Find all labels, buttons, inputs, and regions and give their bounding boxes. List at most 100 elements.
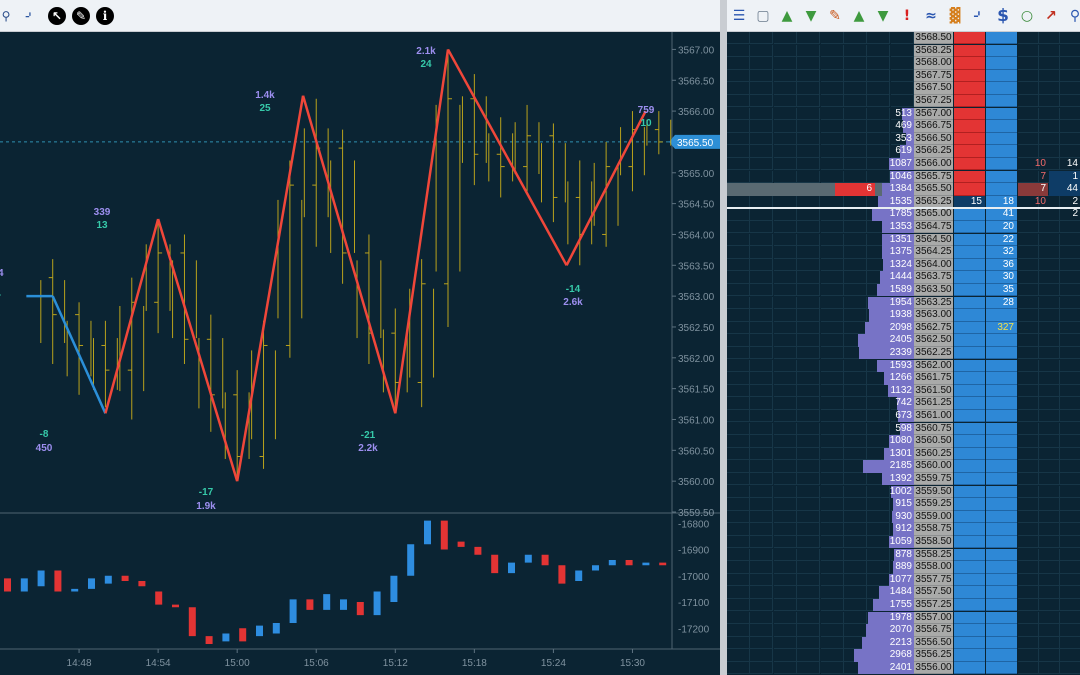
chart-panel[interactable]: ⚲ ⌏ ↖ ✎ i 3567.003566.503566.003565.5035… [0,0,720,675]
panel-splitter[interactable] [720,0,727,675]
ladder-row[interactable]: 3567.25 [727,95,1080,108]
ladder-row[interactable]: 930 3559.00 [727,510,1080,524]
ladder-row[interactable]: 513 3567.00 [727,107,1080,121]
grid-cell [1039,636,1060,650]
ladder-row[interactable]: 2401 3556.00 [727,662,1080,675]
bars-icon[interactable]: ▓ [949,8,961,24]
ladder-row[interactable]: 3568.50 [727,32,1080,45]
ladder-row[interactable]: 742 3561.25 [727,397,1080,410]
chat-icon[interactable]: ○ [1020,8,1034,24]
ladder-row[interactable]: 3568.00 [727,57,1080,70]
ladder-row[interactable]: 912 3558.75 [727,523,1080,536]
ladder-row[interactable]: 1755 3557.25 [727,599,1080,612]
grid-cell [844,120,867,133]
grid-cell [1018,410,1039,423]
wrench-icon[interactable]: ⌏ [973,8,985,24]
grid-cell [820,485,844,498]
pencil-icon[interactable]: ✎ [72,7,90,25]
ladder-row[interactable]: 469 3566.75 [727,120,1080,133]
volume-bar [899,145,914,158]
ladder-row[interactable]: 1593 3562.00 [727,359,1080,373]
grid-cell [1039,410,1060,423]
grid-cell [727,624,750,637]
bid-cell [986,132,1017,146]
ladder-row[interactable]: 1351 3564.50 22 [727,233,1080,247]
ladder-row[interactable]: 1059 3558.50 [727,536,1080,549]
ladder-row[interactable]: 1324 3564.00 36 [727,258,1080,272]
ladder-row[interactable]: 2405 3562.50 [727,334,1080,347]
swing-label-top: -8 [40,429,49,440]
ladder-row[interactable]: 1301 3560.25 [727,447,1080,461]
ladder-row[interactable]: 1589 3563.50 35 [727,284,1080,297]
trash-icon[interactable]: ▢ [756,8,770,24]
grid-cell [1060,158,1080,171]
ladder-row[interactable]: 1444 3563.75 30 [727,271,1080,284]
ladder-row[interactable]: 1938 3563.00 [727,309,1080,322]
volume-bar [878,195,914,209]
volume-bar [873,599,914,612]
plot-icon[interactable]: ↗ [1045,8,1057,24]
price-ladder[interactable]: 3568.50 3568.25 3568.00 3567.75 3567.50 3567.… [727,32,1080,675]
ladder-row[interactable]: 3567.75 [727,69,1080,83]
ladder-row[interactable]: 1002 3559.50 [727,485,1080,499]
ladder-row[interactable]: 353 3566.50 [727,132,1080,146]
grid-cell [890,57,914,70]
ladder-row[interactable]: 1087 3566.00 10 14 [727,158,1080,171]
ladder-row[interactable]: 1046 3565.75 7 1 [727,170,1080,184]
ladder-row[interactable]: 878 3558.25 [727,548,1080,562]
up-arrow-icon[interactable]: ▲ [853,8,865,24]
grid-cell [820,460,844,473]
ladder-row[interactable]: 2968 3556.25 [727,649,1080,662]
info-icon[interactable]: i [96,7,114,25]
search-icon[interactable]: ⚲ [1069,8,1080,24]
ladder-row[interactable]: 1535 3565.25 18 15 10 2 [727,195,1080,209]
down-arrow-icon[interactable]: ▼ [805,8,817,24]
grid-cell [797,561,821,574]
chart-icon[interactable]: ≈ [925,8,937,24]
ladder-row[interactable]: 1484 3557.50 [727,586,1080,599]
ladder-row[interactable]: 2185 3560.00 [727,460,1080,473]
ladder-row[interactable]: 673 3561.00 [727,410,1080,423]
ladder-row[interactable]: 1266 3561.75 [727,372,1080,385]
ladder-row[interactable]: 1954 3563.25 28 [727,296,1080,310]
ladder-row[interactable]: 1077 3557.75 [727,573,1080,587]
volume-value: 1351 [889,233,912,245]
ladder-row[interactable]: 1080 3560.50 [727,435,1080,448]
up-arrow-icon[interactable]: ▲ [781,8,793,24]
price-chart[interactable]: 3567.00 3566.50 3566.00 3565.50 3565.00 3564.… [0,32,720,675]
magnifier-icon[interactable]: ⚲ [1,9,11,23]
ladder-row[interactable]: 1978 3557.00 [727,611,1080,625]
ladder-row[interactable]: 2213 3556.50 [727,636,1080,650]
ladder-row[interactable]: 2339 3562.25 [727,347,1080,360]
dom-ladder-panel[interactable]: ☰ ▢ ▲ ▼ ✎ ▲ ▼ ! ≈ ▓ ⌏ $ ○ ↗ ⚲ 3568.50 356… [727,0,1080,675]
ladder-row[interactable]: 2098 3562.75 327 [727,321,1080,335]
delta-bar [4,578,11,592]
list-icon[interactable]: ☰ [732,8,746,24]
price-cell: 3567.25 [914,95,953,108]
ladder-row[interactable]: 2070 3556.75 [727,624,1080,637]
grid-cell [820,372,844,385]
ladder-row[interactable]: 915 3559.25 [727,498,1080,511]
ladder-row[interactable]: 598 3560.75 [727,422,1080,436]
ladder-row[interactable]: 1353 3564.75 20 [727,221,1080,234]
flatten-icon[interactable]: ✎ [829,8,841,24]
ask-cell-empty [954,284,985,297]
dollar-icon[interactable]: $ [997,6,1009,26]
ladder-row[interactable]: 1785 3565.00 41 2 [727,208,1080,221]
ladder-row[interactable]: 1392 3559.75 [727,473,1080,486]
down-arrow-icon[interactable]: ▼ [877,8,889,24]
grid-cell [1060,410,1080,423]
wrench-icon[interactable]: ⌏ [25,9,35,23]
ladder-row[interactable]: 619 3566.25 [727,145,1080,158]
ask-cell-empty [954,246,985,259]
volume-bar [854,649,914,662]
ladder-row[interactable]: 3568.25 [727,44,1080,58]
alert-icon[interactable]: ! [903,8,911,24]
ladder-row[interactable]: 1132 3561.50 [727,384,1080,398]
ladder-row[interactable]: 1375 3564.25 32 [727,246,1080,259]
arrow-cursor-icon[interactable]: ↖ [48,7,66,25]
bid-cell [986,145,1017,158]
ladder-row[interactable]: 889 3558.00 [727,561,1080,574]
ladder-row[interactable]: 3567.50 [727,82,1080,95]
